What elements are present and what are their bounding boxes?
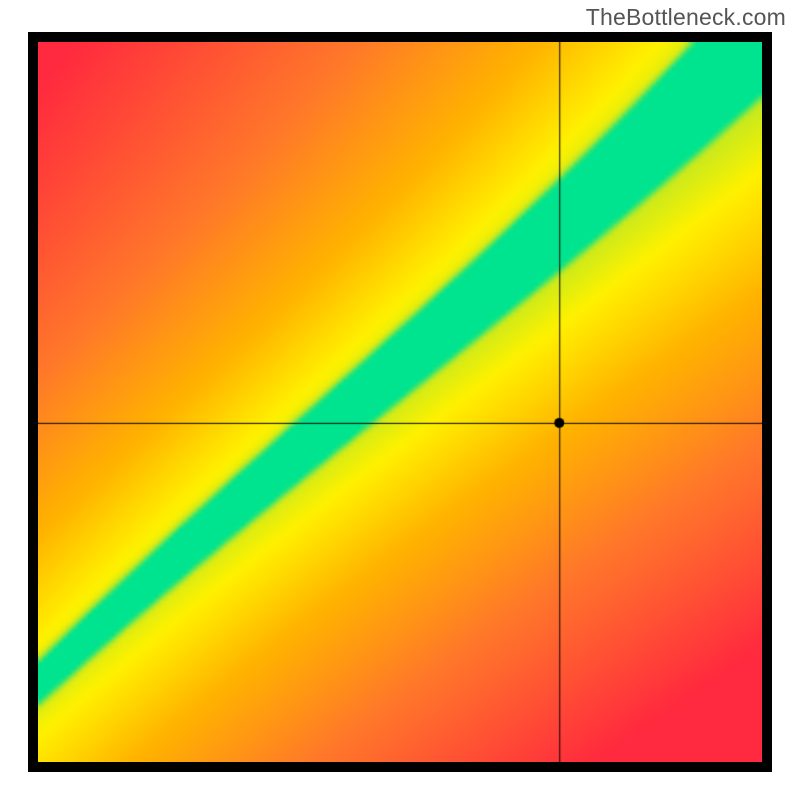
bottleneck-heatmap [38,42,762,762]
bottleneck-heatmap-frame [28,32,772,772]
watermark-label: TheBottleneck.com [586,4,786,31]
page-root: TheBottleneck.com [0,0,800,800]
